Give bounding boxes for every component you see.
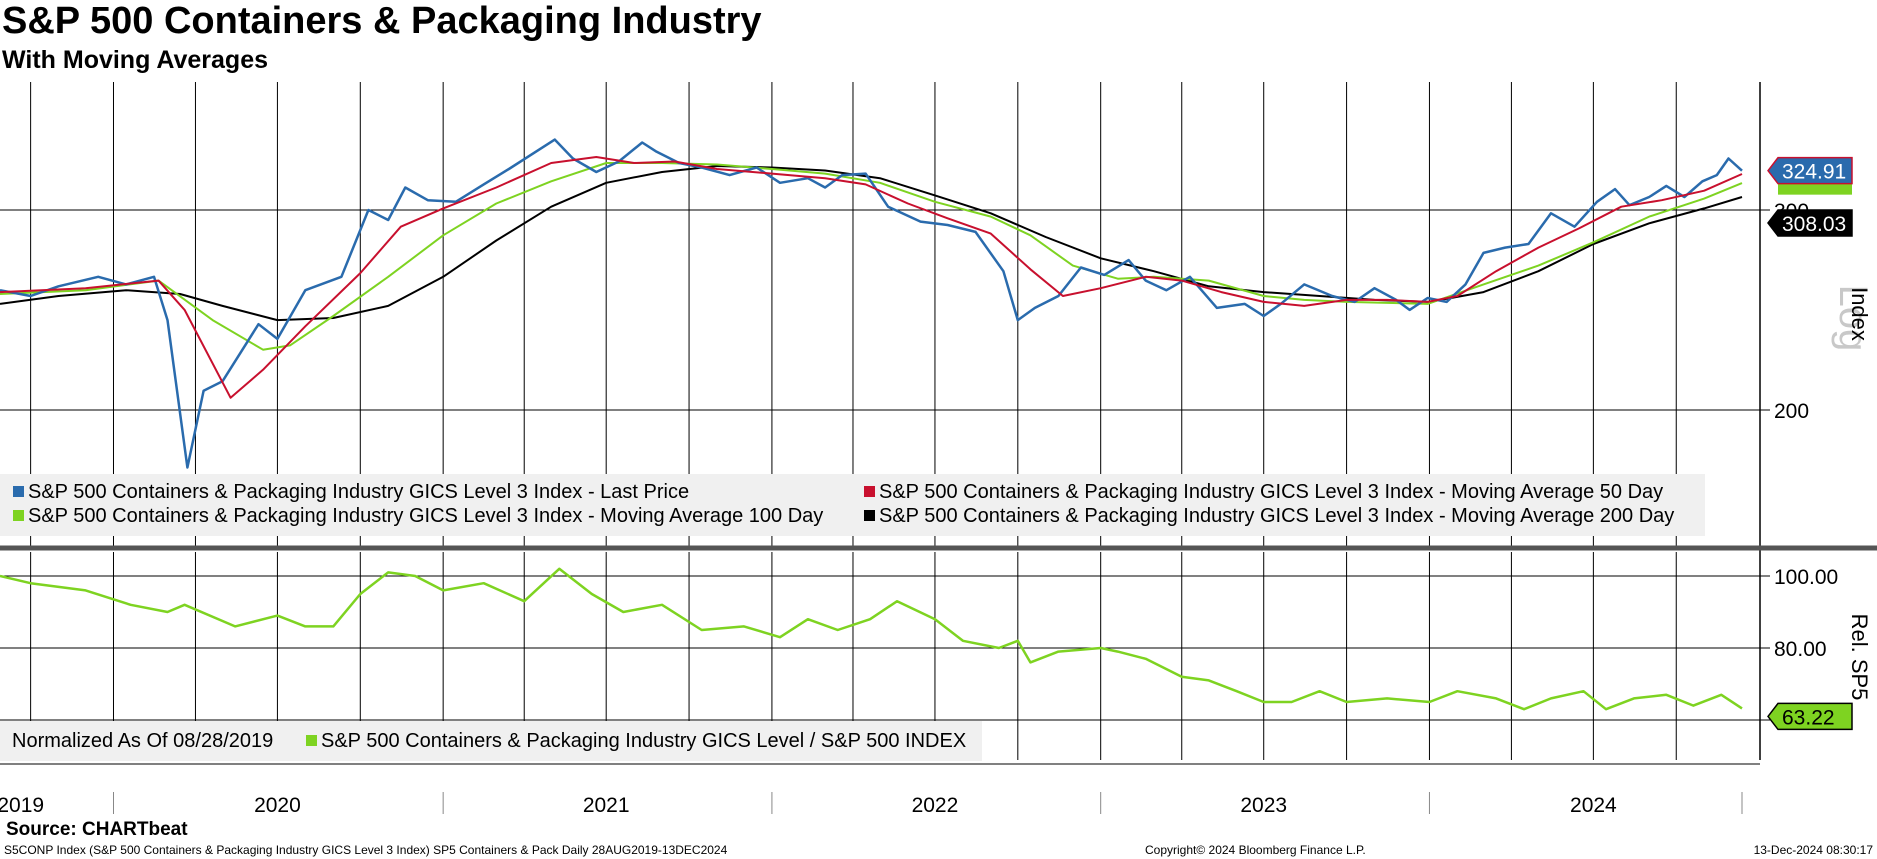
price-legend: S&P 500 Containers & Packaging Industry …: [0, 474, 1705, 536]
series-last-price: [0, 138, 1743, 469]
footer-description: S5CONP Index (S&P 500 Containers & Packa…: [4, 843, 728, 857]
relative-tick-label: 100.00: [1774, 566, 1838, 589]
series-layer: [0, 138, 1743, 711]
x-tick-label: 2020: [254, 794, 301, 817]
legend-item-last-price: S&P 500 Containers & Packaging Industry …: [13, 481, 689, 503]
legend-item-ma200: S&P 500 Containers & Packaging Industry …: [864, 505, 1674, 527]
legend-swatch: [864, 510, 875, 521]
x-tick-label: 2021: [583, 794, 630, 817]
x-tick-label: 2022: [912, 794, 959, 817]
ma200-value-tag-text: 308.03: [1782, 213, 1846, 236]
legend-label: S&P 500 Containers & Packaging Industry …: [28, 505, 824, 527]
source-label: Source: CHARTbeat: [6, 819, 188, 840]
x-tick-label: 2019: [0, 794, 44, 817]
legend-label: S&P 500 Containers & Packaging Industry …: [321, 730, 967, 752]
last-price-value-tag-box: [1767, 156, 1853, 185]
legend-item-relative: S&P 500 Containers & Packaging Industry …: [306, 730, 966, 752]
chart-title: S&P 500 Containers & Packaging Industry: [2, 0, 762, 42]
relative-axis-label: Rel. SP5: [1847, 614, 1872, 701]
series-ma200: [0, 165, 1743, 322]
chart-subtitle: With Moving Averages: [2, 46, 269, 74]
series-ma50: [0, 156, 1743, 399]
last-value-tags: 308.03 324.91 63.22: [1767, 156, 1853, 731]
legend-label: S&P 500 Containers & Packaging Industry …: [879, 505, 1675, 527]
normalized-note: Normalized As Of 08/28/2019: [12, 730, 274, 752]
axes: 20030080.00100.0020192020202120222023202…: [0, 82, 1877, 817]
legend-label: S&P 500 Containers & Packaging Industry …: [879, 481, 1664, 503]
footer-copyright: Copyright© 2024 Bloomberg Finance L.P.: [1145, 843, 1366, 857]
legend-swatch: [13, 486, 24, 497]
price-tick-label: 200: [1774, 400, 1809, 423]
log-scale-label: Log: [1831, 285, 1875, 352]
legend-item-ma100: S&P 500 Containers & Packaging Industry …: [13, 505, 823, 527]
ma200-value-tag-box: [1767, 209, 1853, 237]
legend-swatch: [864, 486, 875, 497]
legend-swatch: [306, 735, 317, 746]
series-relative: [0, 567, 1743, 711]
x-tick-label: 2023: [1240, 794, 1287, 817]
legend-note: Normalized As Of 08/28/2019: [12, 730, 273, 752]
x-tick-label: 2024: [1570, 794, 1617, 817]
footer-timestamp: 13-Dec-2024 08:30:17: [1753, 843, 1873, 857]
price-axis-label: Index: [1847, 287, 1872, 341]
relative-value-tag-text: 63.22: [1782, 706, 1835, 729]
grid-lines: [0, 82, 1760, 760]
relative-tick-label: 80.00: [1774, 638, 1827, 661]
legend-swatch: [13, 510, 24, 521]
last-price-value-tag-text: 324.91: [1782, 161, 1846, 184]
legend-item-ma50: S&P 500 Containers & Packaging Industry …: [864, 481, 1663, 503]
relative-value-tag-box: [1767, 702, 1853, 731]
relative-legend: Normalized As Of 08/28/2019 S&P 500 Cont…: [0, 721, 982, 761]
legend-label: S&P 500 Containers & Packaging Industry …: [28, 481, 690, 503]
